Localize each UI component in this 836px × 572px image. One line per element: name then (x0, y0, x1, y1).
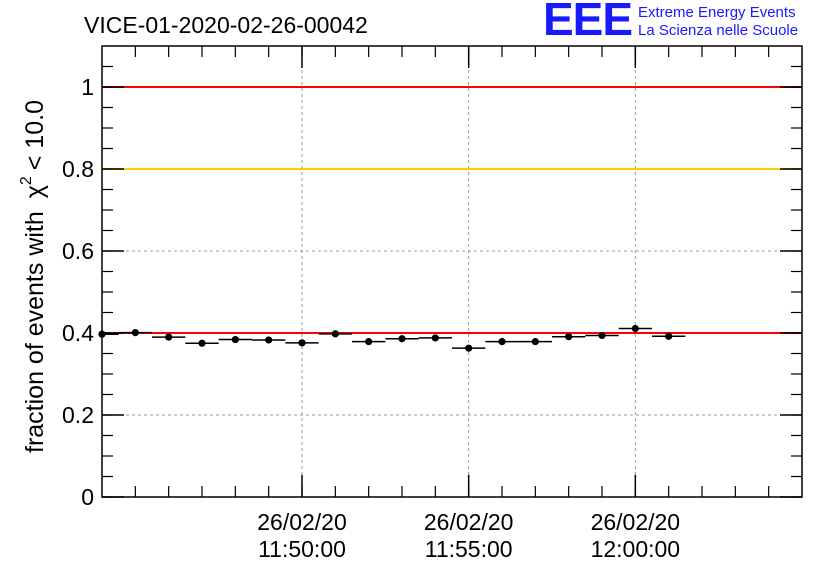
data-point (565, 333, 573, 341)
data-point (598, 331, 606, 340)
data-point (431, 334, 439, 342)
data-point (531, 338, 539, 346)
x-tick-date-label: 26/02/20 (591, 509, 681, 535)
x-tick-date-label: 26/02/20 (257, 509, 347, 535)
y-tick-label: 0.4 (62, 320, 94, 346)
y-axis-label-tail: < 10.0 (21, 100, 49, 170)
y-axis-label-text: fraction of events with (21, 211, 49, 453)
x-tick-time-label: 11:55:00 (425, 536, 513, 562)
data-point (131, 328, 139, 337)
data-point (198, 339, 206, 347)
data-point (298, 339, 306, 347)
x-tick-time-label: 11:50:00 (258, 536, 346, 562)
grid (102, 46, 802, 497)
y-tick-label: 1 (81, 74, 94, 100)
y-tick-label: 0.8 (62, 156, 94, 182)
y-axis-label-symbol: χ (21, 185, 49, 198)
data-point (331, 330, 339, 338)
plot-frame (101, 45, 803, 498)
chart-title: VICE-01-2020-02-26-00042 (84, 12, 368, 38)
data-point (465, 344, 473, 352)
logo-line-1: Extreme Energy Events (638, 4, 796, 21)
y-tick-label: 0.6 (62, 238, 94, 264)
y-tick-labels: 0 0.2 0.4 0.6 0.8 1 (62, 74, 94, 510)
x-tick-time-label: 12:00:00 (591, 536, 681, 562)
eee-logo-mark: EEE (543, 0, 633, 45)
data-point (631, 324, 639, 333)
x-tick-labels: 26/02/2011:50:0026/02/2011:55:0026/02/20… (257, 509, 680, 562)
data-point (231, 335, 239, 344)
axis-ticks (102, 46, 802, 498)
y-axis-label: fraction of events with χ2 < 10.0 (18, 100, 49, 453)
logo-line-2: La Scienza nelle Scuole (638, 22, 799, 39)
data-point (498, 338, 506, 346)
data-point (398, 335, 406, 343)
y-tick-label: 0 (81, 484, 94, 510)
y-axis-label-sup: 2 (18, 176, 35, 185)
data-points (98, 324, 686, 352)
eee-logo-text: Extreme Energy Events La Scienza nelle S… (638, 4, 798, 40)
data-point (665, 332, 673, 340)
y-tick-label: 0.2 (62, 402, 94, 428)
x-tick-date-label: 26/02/20 (424, 509, 514, 535)
data-point (365, 338, 373, 346)
data-point (265, 336, 273, 344)
data-point (165, 333, 173, 341)
reference-lines (102, 86, 802, 334)
